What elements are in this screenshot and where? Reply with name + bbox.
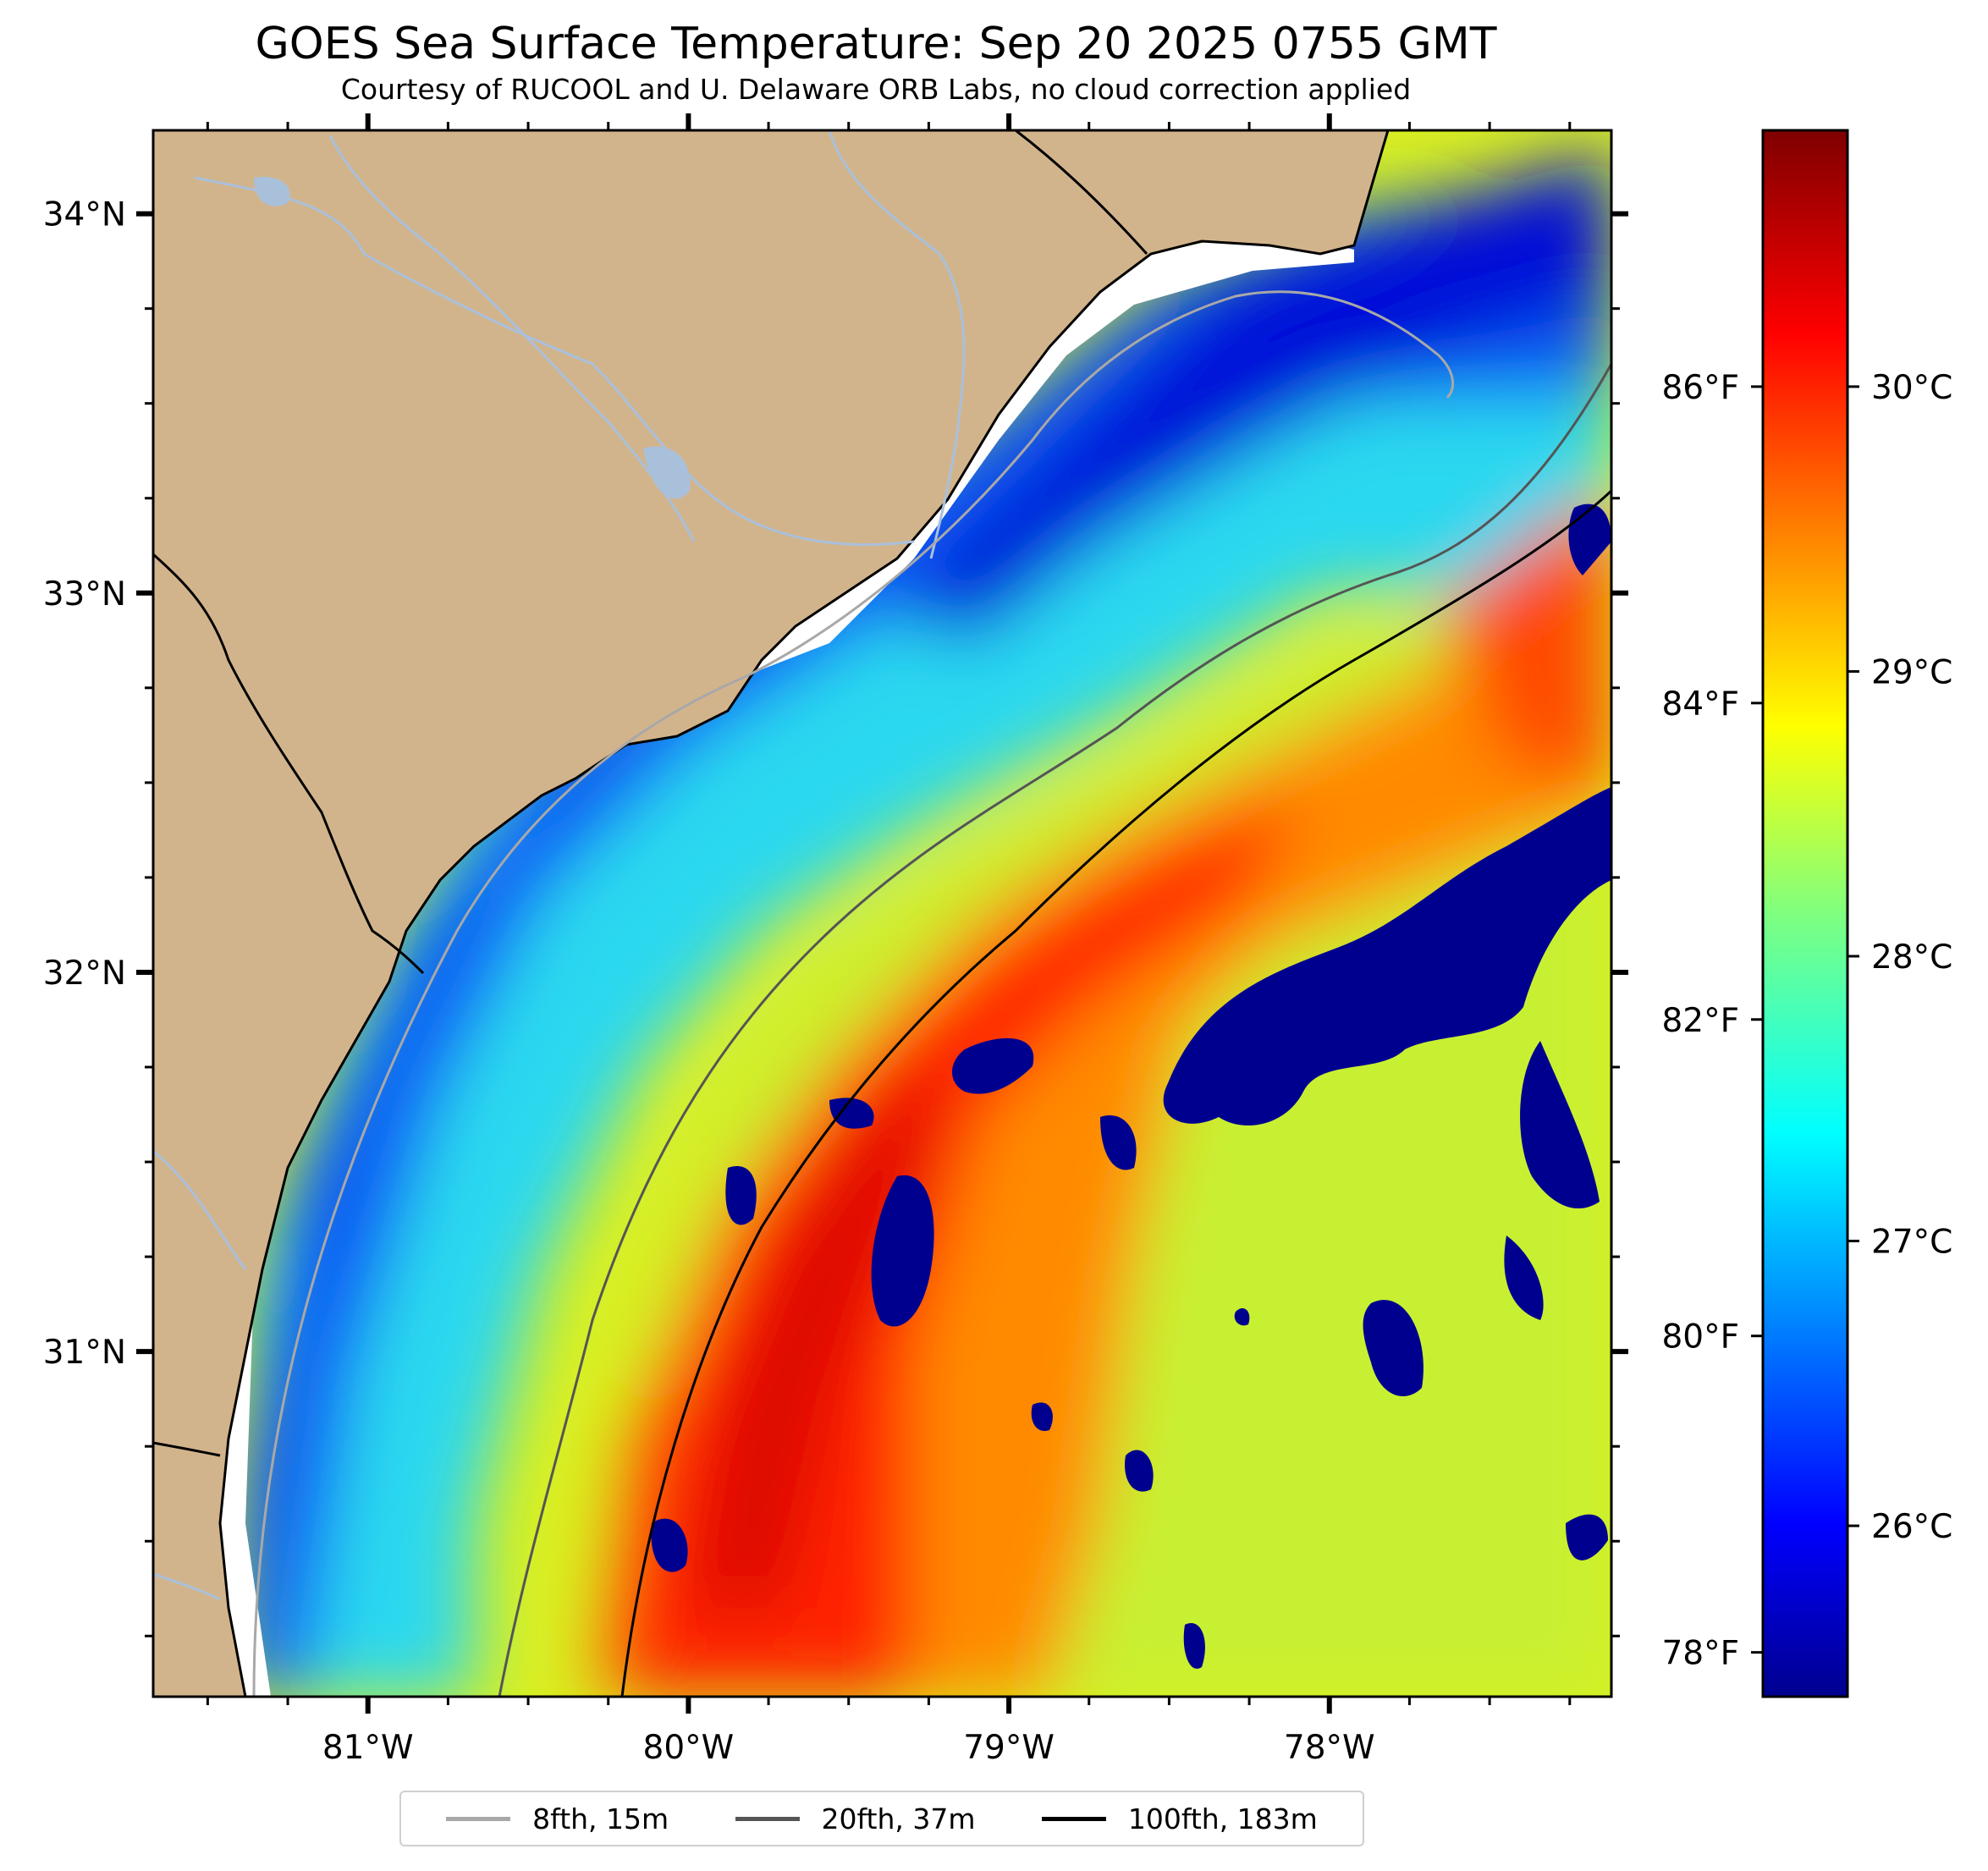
cloud-patch (1163, 787, 1611, 1125)
legend-item: 8fth, 15m (446, 1802, 669, 1835)
cloud-patch (1504, 1235, 1544, 1320)
border-line (153, 1441, 221, 1457)
legend-line-swatch (735, 1816, 800, 1821)
river-line (153, 1572, 221, 1601)
river-line (153, 1149, 247, 1270)
cloud-patch (1100, 1115, 1137, 1170)
lat-tick-label: 34°N (43, 196, 126, 234)
lat-tick-label: 32°N (43, 955, 126, 993)
cloud-patch (1183, 1623, 1205, 1669)
latitude-axis: 34°N 33°N 32°N 31°N (43, 196, 1628, 1637)
legend-item: 100fth, 183m (1041, 1802, 1318, 1835)
map-frame (151, 129, 1613, 1698)
legend-label: 20fth, 37m (821, 1802, 976, 1835)
isobaths (252, 290, 1611, 1697)
lake (643, 446, 691, 499)
lon-tick-label: 81°W (322, 1729, 414, 1767)
celsius-tick-label: 26°C (1871, 1508, 1952, 1546)
celsius-tick-label: 30°C (1871, 369, 1952, 407)
legend-item: 20fth, 37m (735, 1802, 976, 1835)
fahrenheit-tick-label: 80°F (1661, 1318, 1739, 1356)
fahrenheit-tick-label: 82°F (1661, 1002, 1739, 1040)
lat-tick-label: 33°N (43, 575, 126, 614)
cloud-patch (871, 1175, 934, 1327)
sst-warm-east (1439, 508, 1611, 795)
river-line (194, 176, 915, 547)
cloud-patch (829, 1098, 874, 1129)
celsius-tick-label: 27°C (1871, 1224, 1952, 1262)
sst-band-dark-north (889, 152, 1611, 643)
colorbar: 30°C 29°C 28°C 27°C 26°C 86°F 84°F 82°F 80°F 78°… (1661, 129, 1952, 1698)
border-line (153, 553, 425, 975)
sst-gulf-stream-core (694, 1066, 948, 1608)
celsius-tick-label: 28°C (1871, 938, 1952, 977)
cloud-patch (1566, 1514, 1608, 1560)
border-line (1015, 130, 1148, 256)
cloud-patch (1520, 1041, 1600, 1209)
lake (254, 177, 290, 206)
fahrenheit-tick-label: 84°F (1661, 685, 1739, 724)
lat-tick-label: 31°N (43, 1334, 126, 1372)
isobath-20fth (498, 363, 1611, 1697)
map-title: GOES Sea Surface Temperature: Sep 20 202… (255, 19, 1497, 69)
state-borders (153, 130, 1148, 1457)
legend-line-swatch (446, 1816, 511, 1821)
fahrenheit-tick-label: 86°F (1661, 369, 1739, 407)
river-line (828, 130, 966, 559)
cloud-patch (1031, 1402, 1053, 1431)
longitude-axis: 81°W 80°W 79°W 78°W (206, 113, 1572, 1767)
colorbar-fahrenheit-axis: 86°F 84°F 82°F 80°F 78°F (1661, 369, 1763, 1673)
cloud-mask-patches (651, 504, 1611, 1669)
legend-label: 8fth, 15m (532, 1802, 669, 1835)
cloud-patch (1234, 1307, 1250, 1326)
cloud-patch (1568, 504, 1611, 575)
lon-tick-label: 78°W (1284, 1729, 1375, 1767)
isobath-8fth (252, 290, 1455, 1697)
map-subtitle: Courtesy of RUCOOL and U. Delaware ORB L… (340, 73, 1412, 106)
map-panel (153, 130, 1611, 1697)
colorbar-celsius-axis: 30°C 29°C 28°C 27°C 26°C (1848, 369, 1952, 1546)
lon-tick-label: 79°W (963, 1729, 1055, 1767)
legend-label: 100fth, 183m (1127, 1802, 1318, 1835)
cloud-patch (952, 1037, 1034, 1094)
legend-line-swatch (1041, 1816, 1106, 1821)
lon-tick-label: 80°W (643, 1729, 735, 1767)
cloud-patch (1125, 1450, 1154, 1492)
sst-field (237, 152, 1611, 1697)
celsius-tick-label: 29°C (1871, 653, 1952, 691)
colorbar-gradient (1761, 129, 1849, 1698)
cloud-patch (725, 1166, 757, 1225)
isobath-100fth (620, 489, 1611, 1697)
cloud-patch (1363, 1300, 1424, 1396)
cloud-patch (651, 1518, 688, 1572)
fahrenheit-tick-label: 78°F (1661, 1635, 1739, 1673)
contour-legend: 8fth, 15m 20fth, 37m 100fth, 183m (399, 1791, 1364, 1846)
